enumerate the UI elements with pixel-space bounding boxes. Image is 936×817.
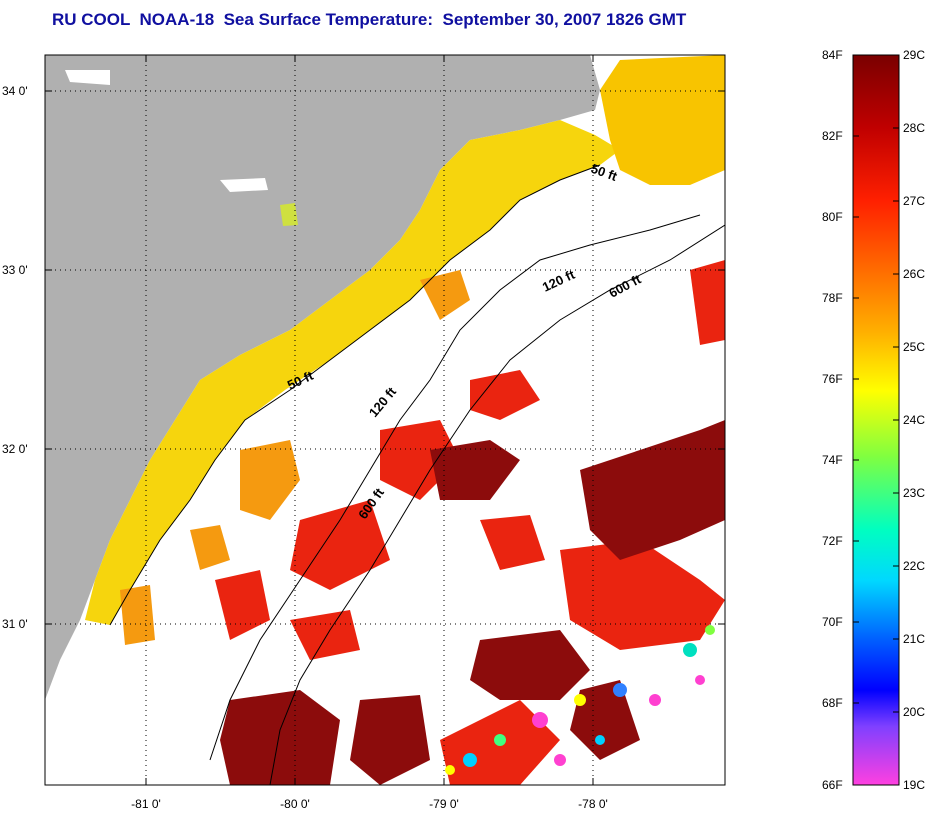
- c-label: 28C: [903, 121, 925, 135]
- lat-label: 31 0': [2, 617, 28, 631]
- c-label: 29C: [903, 48, 925, 62]
- latitude-labels: 34 0' 33 0' 32 0' 31 0': [2, 84, 28, 631]
- inland-lake-yellow: [280, 203, 298, 226]
- f-label: 84F: [822, 48, 843, 62]
- c-label: 25C: [903, 340, 925, 354]
- f-label: 68F: [822, 696, 843, 710]
- cool-water-speckles: [445, 625, 715, 775]
- coastal-warm-band: [85, 120, 620, 625]
- c-label: 19C: [903, 778, 925, 792]
- contour-600ft: [269, 224, 725, 785]
- lon-label: -78 0': [578, 797, 608, 811]
- f-label: 78F: [822, 291, 843, 305]
- dark-red-patches: [220, 420, 725, 785]
- contour-120ft: [209, 214, 701, 761]
- longitude-labels: -81 0' -80 0' -79 0' -78 0': [131, 797, 608, 811]
- f-label: 70F: [822, 615, 843, 629]
- c-label: 23C: [903, 486, 925, 500]
- depth-contours: [109, 164, 725, 785]
- inland-lake: [220, 178, 268, 192]
- land-mass: [45, 55, 600, 700]
- map-title: RU COOL NOAA-18 Sea Surface Temperature:…: [52, 10, 687, 29]
- colorbar-fahrenheit-labels: 84F 82F 80F 78F 76F 74F 72F 70F 68F 66F: [822, 48, 843, 792]
- lon-label: -81 0': [131, 797, 161, 811]
- colorbar-gradient: [852, 54, 900, 786]
- f-label: 82F: [822, 129, 843, 143]
- temperature-colorbar: 84F 82F 80F 78F 76F 74F 72F 70F 68F 66F …: [822, 48, 925, 792]
- colorbar-ticks: [853, 54, 899, 786]
- f-label: 76F: [822, 372, 843, 386]
- map-area: [45, 55, 725, 785]
- lon-label: -80 0': [280, 797, 310, 811]
- lat-label: 32 0': [2, 442, 28, 456]
- lat-lon-grid: [45, 55, 725, 785]
- map-frame: [44, 54, 726, 786]
- c-label: 26C: [903, 267, 925, 281]
- colorbar-celsius-labels: 29C 28C 27C 26C 25C 24C 23C 22C 21C 20C …: [903, 48, 925, 792]
- lat-label: 33 0': [2, 263, 28, 277]
- c-label: 21C: [903, 632, 925, 646]
- axis-ticks: [45, 55, 725, 785]
- lon-label: -79 0': [429, 797, 459, 811]
- c-label: 20C: [903, 705, 925, 719]
- contour-50ft: [109, 164, 601, 626]
- f-label: 80F: [822, 210, 843, 224]
- orange-patches: [120, 270, 470, 645]
- c-label: 24C: [903, 413, 925, 427]
- northeast-warm-patch: [600, 55, 725, 185]
- f-label: 66F: [822, 778, 843, 792]
- f-label: 74F: [822, 453, 843, 467]
- c-label: 27C: [903, 194, 925, 208]
- inland-lake-small: [65, 70, 110, 85]
- lat-label: 34 0': [2, 84, 28, 98]
- f-label: 72F: [822, 534, 843, 548]
- c-label: 22C: [903, 559, 925, 573]
